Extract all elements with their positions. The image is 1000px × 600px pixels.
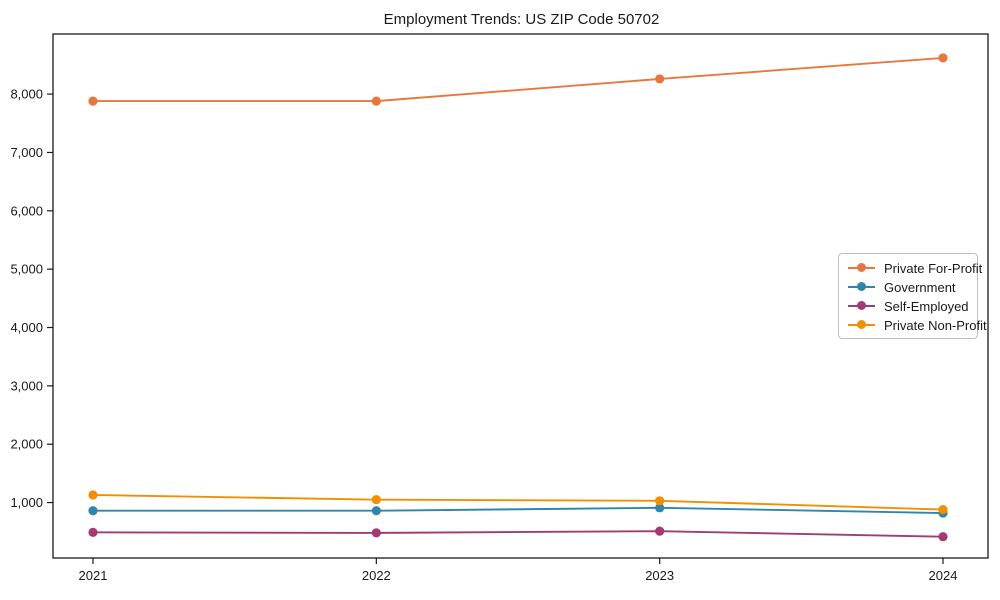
data-point-self-employed-2024 — [938, 532, 948, 542]
data-point-private-non-profit-2022 — [371, 495, 381, 505]
legend-item-government: Government — [848, 278, 969, 296]
y-tick-label: 8,000 — [10, 87, 43, 102]
data-point-private-non-profit-2021 — [88, 490, 98, 500]
legend-label: Government — [884, 279, 956, 295]
x-tick-label: 2024 — [929, 568, 958, 583]
legend-label: Self-Employed — [884, 298, 969, 314]
legend-marker-government — [848, 282, 875, 292]
data-point-government-2021 — [88, 506, 98, 516]
plot-frame — [52, 33, 989, 559]
data-point-private-for-profit-2022 — [371, 96, 381, 106]
legend-item-private-non-profit: Private Non-Profit — [848, 316, 987, 334]
legend-marker-private-for-profit — [848, 263, 875, 273]
legend-marker-private-non-profit — [848, 320, 875, 330]
y-tick-label: 2,000 — [10, 437, 43, 452]
x-tick-label: 2022 — [362, 568, 391, 583]
data-point-self-employed-2021 — [88, 527, 98, 537]
series-line-self-employed — [92, 530, 944, 538]
series-line-government — [93, 506, 944, 515]
data-point-self-employed-2023 — [655, 526, 665, 536]
data-point-private-non-profit-2024 — [938, 504, 948, 515]
series-line-private-non-profit — [92, 494, 944, 511]
data-point-private-for-profit-2024 — [938, 53, 948, 63]
legend: Private For-Profit Government Self-Emplo… — [838, 253, 987, 339]
data-point-government-2022 — [371, 506, 381, 516]
x-tick-label: 2021 — [79, 568, 108, 583]
legend-marker-self-employed — [848, 301, 875, 311]
x-tick-label: 2023 — [645, 568, 674, 583]
legend-item-self-employed: Self-Employed — [848, 297, 969, 315]
data-point-private-for-profit-2023 — [655, 74, 665, 84]
legend-item-private-for-profit: Private For-Profit — [848, 259, 982, 277]
y-tick-label: 5,000 — [10, 262, 43, 277]
y-tick-label: 7,000 — [10, 145, 43, 160]
series-line-private-for-profit — [93, 56, 944, 103]
legend-label: Private Non-Profit — [884, 317, 987, 333]
legend-label: Private For-Profit — [884, 260, 983, 276]
y-tick-label: 4,000 — [10, 320, 43, 335]
data-point-self-employed-2022 — [371, 528, 381, 538]
data-point-private-non-profit-2023 — [655, 496, 665, 506]
y-tick-label: 3,000 — [10, 378, 43, 393]
y-tick-label: 1,000 — [10, 495, 43, 510]
chart-title: Employment Trends: US ZIP Code 50702 — [383, 11, 660, 28]
y-tick-label: 6,000 — [10, 203, 43, 218]
data-point-government-2023 — [655, 503, 665, 513]
data-point-private-for-profit-2021 — [88, 96, 98, 106]
